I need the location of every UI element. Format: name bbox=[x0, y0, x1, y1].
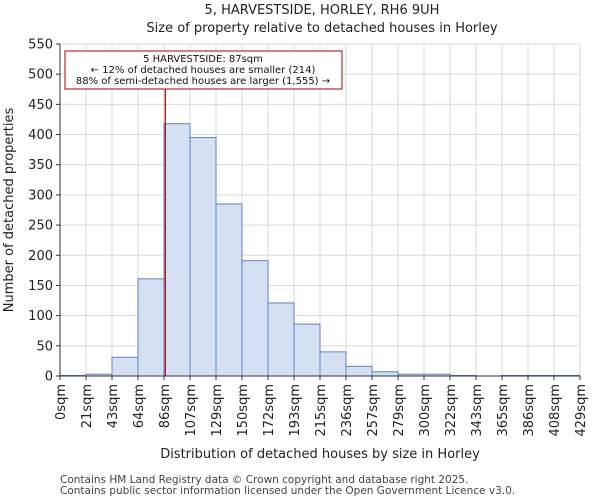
y-tick-label: 200 bbox=[28, 249, 53, 264]
x-tick-label: 365sqm bbox=[496, 384, 511, 437]
x-tick-label: 343sqm bbox=[470, 384, 485, 437]
histogram-bar-129sqm bbox=[215, 203, 243, 377]
histogram-bar-257sqm bbox=[371, 371, 399, 377]
bars bbox=[59, 123, 581, 377]
y-tick-label: 500 bbox=[28, 68, 53, 83]
y-tick-label: 250 bbox=[28, 219, 53, 234]
x-tick-label: 257sqm bbox=[366, 384, 381, 437]
y-tick-label: 150 bbox=[28, 279, 53, 294]
x-tick-label: 129sqm bbox=[210, 384, 225, 437]
annotation-line-2: ← 12% of detached houses are smaller (21… bbox=[91, 65, 316, 76]
histogram-bar-43sqm bbox=[111, 356, 139, 377]
x-tick-label: 386sqm bbox=[522, 384, 537, 437]
histogram-bar-215sqm bbox=[319, 351, 347, 377]
x-tick-label: 322sqm bbox=[444, 384, 459, 437]
x-tick-label: 64sqm bbox=[132, 384, 147, 428]
footer-line-1: Contains HM Land Registry data © Crown c… bbox=[60, 474, 468, 486]
x-tick-label: 43sqm bbox=[106, 384, 121, 428]
y-tick-label: 450 bbox=[28, 98, 53, 113]
histogram-bar-236sqm bbox=[345, 365, 373, 377]
y-tick-labels: 0 50 100 150 200 250 300 350 400 450 500 550 bbox=[28, 38, 60, 385]
x-tick-label: 0sqm bbox=[54, 384, 69, 420]
x-tick-labels: 0sqm 21sqm 43sqm 64sqm 86sqm 107sqm 129sqm 150s… bbox=[54, 376, 589, 437]
x-axis-label: Distribution of detached houses by size … bbox=[160, 447, 480, 462]
x-tick-label: 429sqm bbox=[574, 384, 589, 437]
x-tick-label: 300sqm bbox=[418, 384, 433, 437]
y-tick-label: 550 bbox=[28, 38, 53, 53]
x-tick-label: 172sqm bbox=[262, 384, 277, 437]
x-tick-label: 279sqm bbox=[392, 384, 407, 437]
histogram-bar-172sqm bbox=[267, 302, 295, 377]
y-tick-label: 400 bbox=[28, 128, 53, 143]
annotation-line-1: 5 HARVESTSIDE: 87sqm bbox=[143, 54, 263, 65]
y-tick-label: 300 bbox=[28, 188, 53, 203]
x-tick-label: 408sqm bbox=[548, 384, 563, 437]
y-axis-label: Number of detached properties bbox=[2, 108, 17, 313]
annotation-frame bbox=[64, 50, 343, 90]
x-tick-label: 193sqm bbox=[288, 384, 303, 437]
x-tick-label: 21sqm bbox=[80, 384, 95, 428]
histogram-bar-86sqm bbox=[163, 123, 191, 377]
histogram-bar-64sqm bbox=[137, 278, 165, 377]
x-tick-label: 215sqm bbox=[314, 384, 329, 437]
histogram-bar-193sqm bbox=[293, 323, 321, 377]
x-tick-label: 150sqm bbox=[236, 384, 251, 437]
y-tick-label: 0 bbox=[45, 370, 53, 385]
chart-title: 5, HARVESTSIDE, HORLEY, RH6 9UH bbox=[205, 3, 440, 18]
annotation-box: 5 HARVESTSIDE: 87sqm ← 12% of detached h… bbox=[64, 50, 343, 90]
annotation-line-3: 88% of semi-detached houses are larger (… bbox=[76, 76, 330, 87]
y-tick-label: 350 bbox=[28, 158, 53, 173]
y-tick-label: 100 bbox=[28, 309, 53, 324]
chart-subtitle: Size of property relative to detached ho… bbox=[146, 21, 497, 36]
footer-line-2: Contains public sector information licen… bbox=[60, 485, 515, 497]
y-tick-label: 50 bbox=[36, 339, 53, 354]
x-tick-label: 86sqm bbox=[158, 384, 173, 428]
histogram-bar-107sqm bbox=[189, 137, 217, 377]
x-tick-label: 107sqm bbox=[184, 384, 199, 437]
histogram-bar-150sqm bbox=[241, 260, 269, 377]
x-tick-label: 236sqm bbox=[340, 384, 355, 437]
